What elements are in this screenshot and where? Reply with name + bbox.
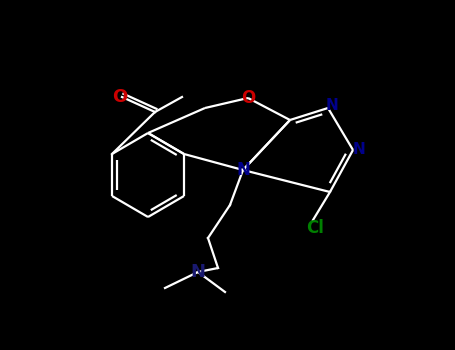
Text: Cl: Cl — [306, 219, 324, 237]
Text: N: N — [326, 98, 339, 113]
Text: O: O — [112, 88, 127, 106]
Text: O: O — [241, 89, 255, 107]
Text: N: N — [236, 161, 250, 179]
Text: N: N — [191, 263, 206, 281]
Text: N: N — [353, 142, 365, 158]
